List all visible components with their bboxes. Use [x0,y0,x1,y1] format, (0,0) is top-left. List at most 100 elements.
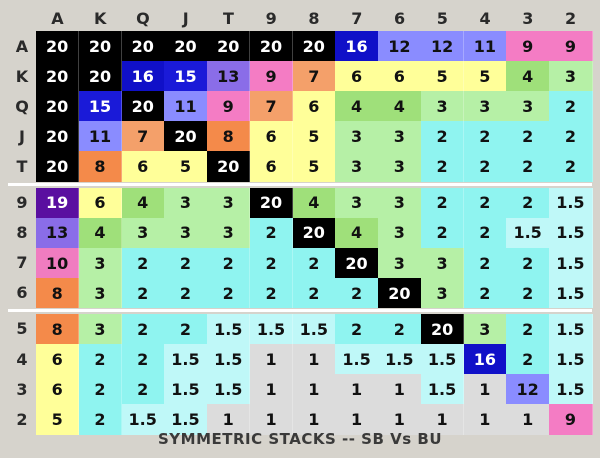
hand-cell-2Q: 1.5 [121,404,165,435]
hand-cell-6A: 8 [36,277,80,309]
hand-cell-8Q: 3 [121,217,165,249]
hand-cell-25: 1 [420,404,465,435]
hand-cell-K6: 6 [378,61,422,92]
hand-cell-44: 16 [463,344,508,375]
hand-cell-3T: 1.5 [207,374,251,405]
hand-cell-TJ: 5 [164,151,208,183]
hand-cell-6J: 2 [164,277,208,309]
hand-cell-55: 20 [420,313,465,345]
hand-cell-4J: 1.5 [164,344,208,375]
hand-cell-88: 20 [292,217,336,249]
hand-cell-39: 1 [249,374,294,405]
row-header-J: J [19,126,25,146]
hand-cell-73: 2 [506,247,550,279]
hand-cell-J8: 5 [292,121,336,152]
hand-cell-JT: 8 [207,121,251,152]
column-header-J: J [182,8,189,28]
hand-cell-86: 3 [378,217,422,249]
hand-cell-Q3: 3 [506,91,550,122]
hand-cell-JQ: 7 [121,121,165,152]
hand-cell-T2: 2 [549,151,593,183]
hand-cell-AK: 20 [78,31,123,62]
hand-cell-33: 12 [506,374,550,405]
hand-cell-5A: 8 [36,313,80,345]
hand-cell-7J: 2 [164,247,208,279]
hand-cell-2T: 1 [207,404,251,435]
hand-cell-Q9: 7 [249,91,294,122]
hand-cell-AA: 20 [36,31,80,62]
hand-cell-97: 3 [335,187,379,219]
row-header-Q: Q [15,96,29,116]
hand-cell-J2: 2 [549,121,593,152]
hand-cell-3J: 1.5 [164,374,208,405]
hand-cell-K4: 5 [463,61,508,92]
chart-caption: SYMMETRIC STACKS -- SB Vs BU [158,430,442,448]
hand-cell-52: 1.5 [549,313,593,345]
hand-cell-8A: 13 [36,217,80,249]
hand-cell-94: 2 [463,187,508,219]
hand-cell-87: 4 [335,217,379,249]
hand-cell-6Q: 2 [121,277,165,309]
hand-cell-9K: 6 [78,187,123,219]
hand-cell-46: 1.5 [378,344,422,375]
row-header-A: A [15,36,29,56]
hand-cell-99: 20 [249,187,294,219]
hand-cell-63: 2 [506,277,550,309]
hand-cell-QK: 15 [78,91,123,122]
hand-cell-AJ: 20 [164,31,208,62]
hand-cell-A9: 20 [249,31,294,62]
hand-cell-38: 1 [292,374,336,405]
hand-cell-T9: 6 [249,151,294,183]
hand-cell-8J: 3 [164,217,208,249]
hand-cell-KT: 13 [207,61,251,92]
hand-cell-49: 1 [249,344,294,375]
hand-cell-83: 1.5 [506,217,550,249]
hand-cell-QA: 20 [36,91,80,122]
hand-cell-96: 3 [378,187,422,219]
hand-cell-67: 2 [335,277,379,309]
row-header-7: 7 [16,253,28,273]
hand-cell-53: 2 [506,313,550,345]
hand-cell-Q5: 3 [420,91,465,122]
column-header-Q: Q [136,8,150,28]
hand-cell-J7: 3 [335,121,379,152]
hand-cell-85: 2 [420,217,465,249]
column-header-7: 7 [351,8,363,28]
hand-cell-Q6: 4 [378,91,422,122]
hand-cell-62: 1.5 [549,277,593,309]
hand-cell-J4: 2 [463,121,508,152]
hand-cell-TA: 20 [36,151,80,183]
hand-cell-KQ: 16 [121,61,165,92]
hand-cell-T5: 2 [420,151,465,183]
hand-cell-42: 1.5 [549,344,593,375]
column-header-9: 9 [265,8,277,28]
hand-chart-grid: A K Q J T 9 8 7 6 5 4 3 2 A 20 20 20 20 20 20 20 16 12 12 11 9 9 K 2… [8,5,593,435]
hand-cell-84: 2 [463,217,508,249]
hand-cell-82: 1.5 [549,217,593,249]
hand-cell-KJ: 15 [164,61,208,92]
hand-cell-TT: 20 [207,151,251,183]
column-header-A: A [51,8,64,28]
hand-cell-JK: 11 [78,121,123,152]
hand-cell-43: 2 [506,344,550,375]
hand-cell-A4: 11 [463,31,508,62]
hand-cell-74: 2 [463,247,508,279]
hand-cell-T6: 3 [378,151,422,183]
hand-cell-2A: 5 [36,404,80,435]
hand-cell-93: 2 [506,187,550,219]
hand-cell-6K: 3 [78,277,123,309]
hand-cell-TQ: 6 [121,151,165,183]
row-header-9: 9 [16,193,28,213]
hand-cell-45: 1.5 [420,344,465,375]
hand-cell-T4: 2 [463,151,508,183]
hand-cell-68: 2 [292,277,336,309]
hand-cell-89: 2 [249,217,294,249]
hand-cell-66: 20 [378,277,422,309]
row-header-4: 4 [16,349,28,369]
hand-cell-QJ: 11 [164,91,208,122]
column-header-8: 8 [308,8,320,28]
column-header-4: 4 [479,8,491,28]
hand-cell-64: 2 [463,277,508,309]
hand-cell-48: 1 [292,344,336,375]
hand-cell-35: 1.5 [420,374,465,405]
